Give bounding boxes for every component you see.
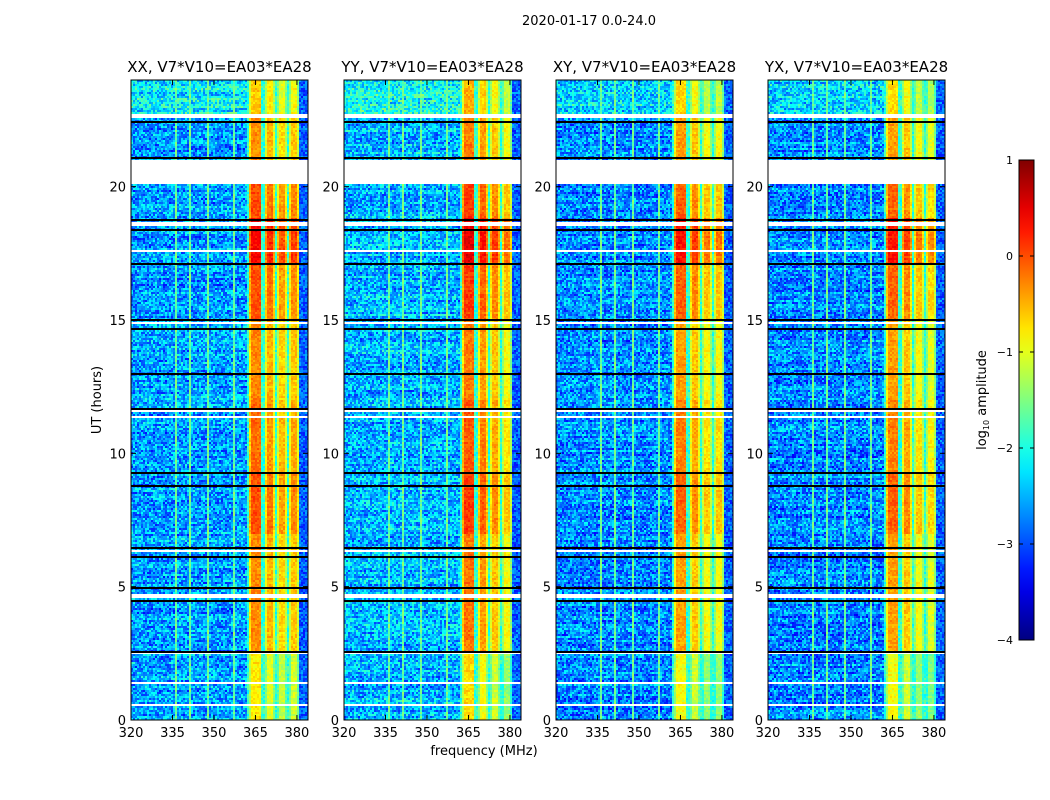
y-tick-label: 0 [543, 714, 551, 729]
y-tick-label: 0 [118, 714, 126, 729]
y-tick-label: 20 [109, 181, 126, 196]
x-tick-label: 335 [373, 726, 398, 741]
y-tick-label: 10 [534, 447, 551, 462]
x-tick-label: 365 [880, 726, 905, 741]
panel-title: XX, V7*V10=EA03*EA28 [127, 58, 312, 76]
y-tick-label: 0 [755, 714, 763, 729]
x-tick-label: 365 [243, 726, 268, 741]
x-tick-label: 365 [668, 726, 693, 741]
x-axis-label: frequency (MHz) [430, 744, 537, 759]
colorbar-tick-label: −2 [997, 442, 1013, 455]
waterfall-heatmap [556, 80, 733, 720]
y-tick-label: 15 [109, 314, 126, 329]
x-tick-label: 320 [756, 726, 781, 741]
x-tick-label: 350 [415, 726, 440, 741]
x-tick-label: 380 [498, 726, 523, 741]
figure-title: 2020-01-17 0.0-24.0 [522, 14, 656, 29]
y-tick-label: 5 [755, 581, 763, 596]
axes-frame [555, 79, 734, 721]
y-tick-label: 10 [109, 447, 126, 462]
y-tick-label: 20 [322, 181, 339, 196]
x-tick-label: 335 [797, 726, 822, 741]
colorbar-tick-label: 1 [1006, 154, 1013, 167]
x-tick-label: 350 [627, 726, 652, 741]
y-tick-label: 15 [322, 314, 339, 329]
y-tick-label: 20 [746, 181, 763, 196]
x-tick-label: 380 [922, 726, 947, 741]
y-tick-label: 5 [543, 581, 551, 596]
colorbar [1018, 159, 1035, 641]
colorbar-label: log10 amplitude [975, 350, 991, 450]
colorbar-tick-label: −3 [997, 538, 1013, 551]
y-tick-label: 10 [746, 447, 763, 462]
y-tick-label: 20 [534, 181, 551, 196]
y-tick-label: 15 [746, 314, 763, 329]
axes-frame [767, 79, 946, 721]
x-tick-label: 380 [710, 726, 735, 741]
panel-title: YX, V7*V10=EA03*EA28 [764, 58, 949, 76]
x-tick-label: 335 [585, 726, 610, 741]
waterfall-heatmap [768, 80, 945, 720]
x-tick-label: 350 [839, 726, 864, 741]
y-tick-label: 0 [331, 714, 339, 729]
y-tick-label: 10 [322, 447, 339, 462]
waterfall-heatmap [344, 80, 521, 720]
x-tick-label: 380 [285, 726, 310, 741]
x-tick-label: 335 [160, 726, 185, 741]
y-tick-label: 15 [534, 314, 551, 329]
x-tick-label: 320 [119, 726, 144, 741]
x-tick-label: 320 [544, 726, 569, 741]
colorbar-tick-label: −1 [997, 346, 1013, 359]
y-axis-label: UT (hours) [90, 366, 105, 434]
waterfall-heatmap [131, 80, 308, 720]
x-tick-label: 320 [332, 726, 357, 741]
colorbar-tick-label: −4 [997, 634, 1013, 647]
colorbar-tick-label: 0 [1006, 250, 1013, 263]
x-tick-label: 350 [202, 726, 227, 741]
axes-frame [343, 79, 522, 721]
axes-frame [130, 79, 309, 721]
panel-title: XY, V7*V10=EA03*EA28 [552, 58, 737, 76]
y-tick-label: 5 [118, 581, 126, 596]
y-tick-label: 5 [331, 581, 339, 596]
x-tick-label: 365 [456, 726, 481, 741]
panel-title: YY, V7*V10=EA03*EA28 [341, 58, 524, 76]
